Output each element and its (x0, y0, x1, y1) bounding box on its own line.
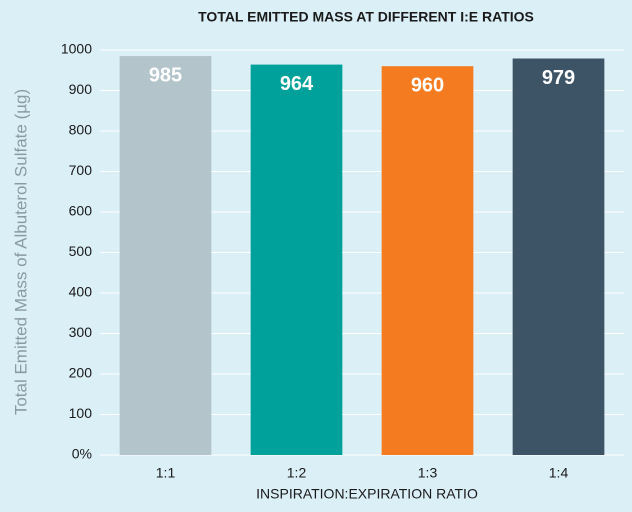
y-tick-label: 0% (72, 446, 92, 462)
y-tick-label: 400 (69, 284, 93, 300)
y-tick-label: 800 (69, 122, 93, 138)
x-tick-label: 1:2 (287, 465, 307, 481)
bar (250, 64, 343, 455)
bar (512, 58, 605, 455)
x-tick-label: 1:1 (156, 465, 176, 481)
y-tick-label: 700 (69, 162, 93, 178)
bar (119, 56, 212, 455)
y-tick-label: 600 (69, 203, 93, 219)
y-tick-label: 900 (69, 81, 93, 97)
x-axis-label: INSPIRATION:EXPIRATION RATIO (256, 486, 478, 502)
bar (381, 66, 474, 455)
y-tick-label: 1000 (61, 41, 92, 57)
data-label: 964 (280, 73, 314, 95)
data-label: 960 (411, 74, 444, 96)
chart-title: TOTAL EMITTED MASS AT DIFFERENT I:E RATI… (198, 9, 534, 25)
data-label: 985 (149, 64, 182, 86)
y-tick-label: 100 (69, 405, 93, 421)
data-label: 979 (542, 67, 575, 89)
x-tick-label: 1:3 (418, 465, 438, 481)
y-tick-label: 200 (69, 365, 93, 381)
y-tick-label: 300 (69, 324, 93, 340)
x-tick-label: 1:4 (549, 465, 569, 481)
y-axis-label: Total Emitted Mass of Albuterol Sulfate … (11, 89, 30, 415)
y-tick-label: 500 (69, 243, 93, 259)
